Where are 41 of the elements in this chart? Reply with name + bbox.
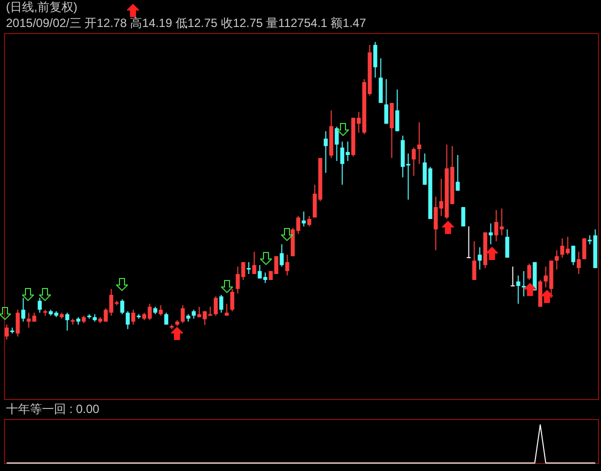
chart-title: 十年等一回 : 0.00 <box>6 402 100 416</box>
candlestick <box>4 324 9 340</box>
candlestick <box>417 122 422 164</box>
candlestick <box>412 147 416 176</box>
candlestick <box>230 288 234 312</box>
candlestick <box>571 245 576 266</box>
candlestick <box>131 309 136 326</box>
candlestick <box>505 228 510 258</box>
candlestick <box>158 304 163 316</box>
candlestick <box>307 216 312 227</box>
candlestick <box>527 263 532 280</box>
candlestick <box>522 270 526 297</box>
candlestick <box>324 130 328 174</box>
candlestick <box>334 126 339 162</box>
candlestick <box>456 154 460 192</box>
candlestick <box>280 244 284 268</box>
candlestick <box>478 246 482 270</box>
candlestick <box>219 294 224 314</box>
candlestick <box>461 206 466 227</box>
candlestick <box>16 309 20 338</box>
candlestick <box>21 297 26 322</box>
candlestick <box>516 275 520 304</box>
candlestick <box>554 250 559 270</box>
candlestick <box>246 262 251 275</box>
candlestick <box>302 211 306 227</box>
candlestick <box>384 78 388 124</box>
candlestick <box>180 304 185 324</box>
chart-title: (日线,前复权) <box>6 0 78 14</box>
candlestick <box>120 298 124 315</box>
candlestick <box>126 310 130 330</box>
candlestick <box>285 254 290 276</box>
candlestick <box>576 251 581 275</box>
candlestick <box>252 251 256 275</box>
candlestick <box>373 41 378 78</box>
chart-subtitle: 2015/09/02/三 开12.78 高14.19 低12.75 收12.75 量112754.1 额1.47 <box>6 16 366 30</box>
candlestick <box>214 296 218 316</box>
candlestick <box>395 89 400 132</box>
candlestick <box>38 297 42 314</box>
candlestick <box>472 240 476 280</box>
candlestick <box>488 222 493 245</box>
candlestick <box>65 312 70 332</box>
